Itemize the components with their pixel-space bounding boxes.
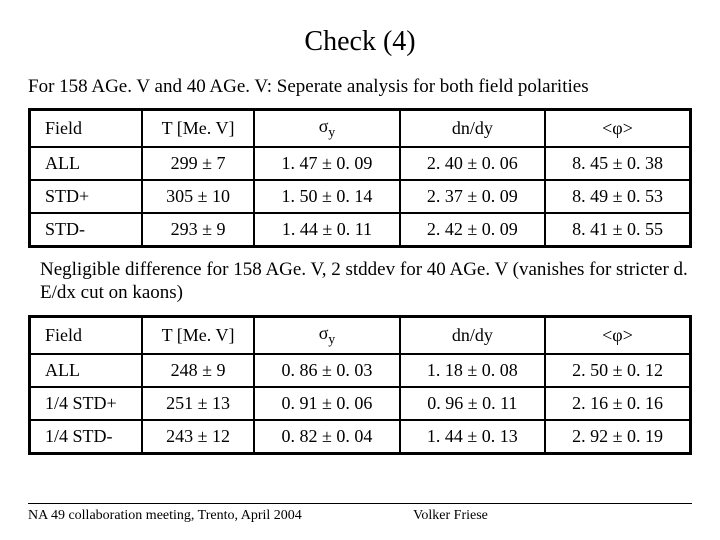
table-cell: 1/4 STD+ xyxy=(30,387,142,420)
table-cell: 248 ± 9 xyxy=(142,354,254,387)
table-cell: 251 ± 13 xyxy=(142,387,254,420)
table-cell: 0. 96 ± 0. 11 xyxy=(400,387,545,420)
table-cell: 1. 50 ± 0. 14 xyxy=(254,180,399,213)
table-cell: STD+ xyxy=(30,180,142,213)
table-cell: 1. 47 ± 0. 09 xyxy=(254,147,399,180)
table-40agev: Field T [Me. V] σy dn/dy <φ> ALL248 ± 90… xyxy=(28,315,692,455)
table-cell: ALL xyxy=(30,354,142,387)
col-dndy: dn/dy xyxy=(400,317,545,354)
table-cell: 8. 49 ± 0. 53 xyxy=(545,180,690,213)
footer-left: NA 49 collaboration meeting, Trento, Apr… xyxy=(28,508,302,524)
table-cell: 0. 91 ± 0. 06 xyxy=(254,387,399,420)
table-row: STD-293 ± 91. 44 ± 0. 112. 42 ± 0. 098. … xyxy=(30,213,691,247)
table-cell: 299 ± 7 xyxy=(142,147,254,180)
table-cell: 2. 16 ± 0. 16 xyxy=(545,387,690,420)
table-cell: 0. 82 ± 0. 04 xyxy=(254,420,399,454)
table-cell: 1/4 STD- xyxy=(30,420,142,454)
col-sigmay: σy xyxy=(254,110,399,147)
page-title: Check (4) xyxy=(28,26,692,58)
table1-body: ALL299 ± 71. 47 ± 0. 092. 40 ± 0. 068. 4… xyxy=(30,147,691,247)
table-cell: 2. 50 ± 0. 12 xyxy=(545,354,690,387)
col-sigmay: σy xyxy=(254,317,399,354)
table-cell: 293 ± 9 xyxy=(142,213,254,247)
col-t: T [Me. V] xyxy=(142,317,254,354)
subtitle-text: For 158 AGe. V and 40 AGe. V: Seperate a… xyxy=(28,76,692,98)
col-phi: <φ> xyxy=(545,110,690,147)
table-row: 1/4 STD+251 ± 130. 91 ± 0. 060. 96 ± 0. … xyxy=(30,387,691,420)
table-cell: 1. 18 ± 0. 08 xyxy=(400,354,545,387)
col-t: T [Me. V] xyxy=(142,110,254,147)
footer-right: Volker Friese xyxy=(413,508,488,524)
table-header-row: Field T [Me. V] σy dn/dy <φ> xyxy=(30,110,691,147)
col-field: Field xyxy=(30,317,142,354)
table-cell: ALL xyxy=(30,147,142,180)
table-row: STD+305 ± 101. 50 ± 0. 142. 37 ± 0. 098.… xyxy=(30,180,691,213)
table-158agev: Field T [Me. V] σy dn/dy <φ> ALL299 ± 71… xyxy=(28,108,692,248)
table-row: ALL248 ± 90. 86 ± 0. 031. 18 ± 0. 082. 5… xyxy=(30,354,691,387)
table-header-row: Field T [Me. V] σy dn/dy <φ> xyxy=(30,317,691,354)
table-cell: 2. 40 ± 0. 06 xyxy=(400,147,545,180)
table-cell: 2. 92 ± 0. 19 xyxy=(545,420,690,454)
note-text: Negligible difference for 158 AGe. V, 2 … xyxy=(40,258,692,306)
table-cell: 2. 37 ± 0. 09 xyxy=(400,180,545,213)
table-row: ALL299 ± 71. 47 ± 0. 092. 40 ± 0. 068. 4… xyxy=(30,147,691,180)
footer: NA 49 collaboration meeting, Trento, Apr… xyxy=(28,503,692,524)
table-cell: 1. 44 ± 0. 13 xyxy=(400,420,545,454)
table-cell: 1. 44 ± 0. 11 xyxy=(254,213,399,247)
col-field: Field xyxy=(30,110,142,147)
table-cell: 2. 42 ± 0. 09 xyxy=(400,213,545,247)
table-cell: 0. 86 ± 0. 03 xyxy=(254,354,399,387)
table-cell: STD- xyxy=(30,213,142,247)
table-cell: 8. 45 ± 0. 38 xyxy=(545,147,690,180)
col-dndy: dn/dy xyxy=(400,110,545,147)
col-phi: <φ> xyxy=(545,317,690,354)
table-cell: 305 ± 10 xyxy=(142,180,254,213)
table2-body: ALL248 ± 90. 86 ± 0. 031. 18 ± 0. 082. 5… xyxy=(30,354,691,454)
table-cell: 243 ± 12 xyxy=(142,420,254,454)
table-cell: 8. 41 ± 0. 55 xyxy=(545,213,690,247)
table-row: 1/4 STD-243 ± 120. 82 ± 0. 041. 44 ± 0. … xyxy=(30,420,691,454)
